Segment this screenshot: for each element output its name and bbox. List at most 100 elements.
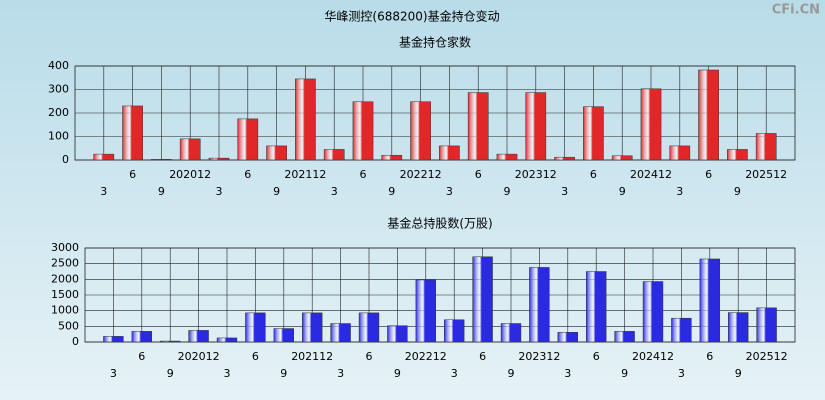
y-tick-label: 2000 xyxy=(51,272,79,285)
bar xyxy=(93,153,115,161)
bar xyxy=(160,340,181,343)
bar xyxy=(500,323,522,343)
bar xyxy=(415,279,436,343)
bar xyxy=(755,133,777,161)
y-tick-label: 0 xyxy=(72,335,79,348)
y-tick-label: 1000 xyxy=(51,304,79,317)
x-tick-label: 9 xyxy=(619,185,626,198)
bar xyxy=(179,138,201,161)
bar xyxy=(698,69,719,161)
x-tick-label: 9 xyxy=(158,185,165,198)
x-tick-label: 202012 xyxy=(178,350,220,363)
x-tick-label: 202012 xyxy=(169,168,211,181)
page-title: 华峰测控(688200)基金持仓变动 xyxy=(324,9,499,24)
y-tick-label: 300 xyxy=(48,83,69,96)
y-tick-label: 100 xyxy=(48,130,69,143)
x-tick-label: 3 xyxy=(451,367,458,380)
bar xyxy=(122,105,143,161)
x-tick-label: 3 xyxy=(337,367,344,380)
y-tick-label: 400 xyxy=(48,59,69,72)
x-tick-label: 202112 xyxy=(284,168,326,181)
y-tick-label: 2500 xyxy=(51,257,79,270)
bar xyxy=(302,312,323,343)
x-tick-label: 6 xyxy=(252,350,259,363)
x-tick-label: 9 xyxy=(504,185,511,198)
bar xyxy=(188,330,209,343)
bar xyxy=(387,325,408,343)
x-tick-label: 202312 xyxy=(515,168,557,181)
watermark: CFi.CN xyxy=(772,3,820,18)
x-tick-label: 9 xyxy=(394,367,401,380)
chart-title: 基金总持股数(万股) xyxy=(387,216,492,231)
x-tick-label: 9 xyxy=(621,367,628,380)
x-tick-label: 6 xyxy=(360,168,367,181)
y-tick-label: 200 xyxy=(48,106,69,119)
x-tick-label: 202412 xyxy=(630,168,672,181)
x-tick-label: 6 xyxy=(366,350,373,363)
x-tick-label: 6 xyxy=(593,350,600,363)
x-tick-label: 6 xyxy=(138,350,145,363)
bar xyxy=(529,267,550,343)
x-tick-label: 3 xyxy=(331,185,338,198)
bar xyxy=(245,312,266,343)
bar xyxy=(525,92,547,161)
x-tick-label: 202512 xyxy=(746,350,788,363)
x-tick-label: 6 xyxy=(479,350,486,363)
x-tick-label: 3 xyxy=(678,367,685,380)
bar xyxy=(151,159,172,161)
x-tick-label: 3 xyxy=(676,185,683,198)
bar xyxy=(439,145,460,161)
x-tick-label: 3 xyxy=(100,185,107,198)
x-tick-label: 6 xyxy=(129,168,136,181)
x-tick-label: 9 xyxy=(735,367,742,380)
x-tick-label: 202112 xyxy=(291,350,333,363)
x-tick-label: 6 xyxy=(590,168,597,181)
x-tick-label: 9 xyxy=(167,367,174,380)
x-tick-label: 3 xyxy=(564,367,571,380)
x-tick-label: 9 xyxy=(280,367,287,380)
x-tick-label: 3 xyxy=(446,185,453,198)
y-tick-label: 0 xyxy=(62,153,69,166)
y-tick-label: 3000 xyxy=(51,241,79,254)
x-tick-label: 202212 xyxy=(405,350,447,363)
bar xyxy=(216,337,238,343)
bar xyxy=(586,271,607,343)
x-tick-label: 9 xyxy=(273,185,280,198)
bar xyxy=(671,317,692,343)
x-tick-label: 9 xyxy=(388,185,395,198)
x-tick-label: 202512 xyxy=(745,168,787,181)
bar xyxy=(444,319,465,343)
bar xyxy=(330,323,351,343)
bar xyxy=(496,153,518,161)
x-tick-label: 9 xyxy=(734,185,741,198)
chart-title: 基金持仓家数 xyxy=(399,35,471,50)
bar xyxy=(323,149,345,161)
bar xyxy=(640,88,662,161)
x-tick-label: 3 xyxy=(224,367,231,380)
bar xyxy=(103,336,124,343)
bar xyxy=(208,157,230,161)
bar xyxy=(756,307,777,343)
bar xyxy=(557,332,578,343)
bar xyxy=(358,312,380,343)
bar xyxy=(410,101,431,161)
bar xyxy=(295,78,316,161)
bar xyxy=(467,92,489,161)
x-tick-label: 202312 xyxy=(518,350,560,363)
bar xyxy=(352,101,374,161)
bar xyxy=(554,156,575,161)
bar xyxy=(727,149,748,161)
x-tick-label: 6 xyxy=(244,168,251,181)
bar xyxy=(728,312,749,343)
bar xyxy=(614,331,635,343)
x-tick-label: 9 xyxy=(508,367,515,380)
y-tick-label: 1500 xyxy=(51,288,79,301)
x-tick-label: 202412 xyxy=(632,350,674,363)
x-tick-label: 3 xyxy=(110,367,117,380)
y-tick-label: 500 xyxy=(58,319,79,332)
bar xyxy=(583,106,604,161)
x-tick-label: 3 xyxy=(216,185,223,198)
bar xyxy=(381,155,403,161)
bar xyxy=(642,281,664,343)
